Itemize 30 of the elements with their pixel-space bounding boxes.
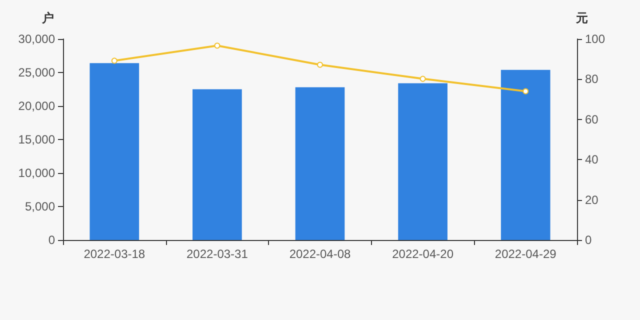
x-tick-label: 2022-04-08 bbox=[289, 247, 352, 261]
bar bbox=[295, 87, 345, 240]
y-tick-label: 25,000 bbox=[18, 66, 56, 80]
y-tick-label: 10,000 bbox=[18, 166, 56, 180]
y2-tick-label: 80 bbox=[585, 72, 599, 86]
y2-tick-label: 0 bbox=[585, 233, 592, 247]
y2-axis-title: 元 bbox=[575, 11, 588, 25]
y2-tick-label: 60 bbox=[585, 112, 599, 126]
y-tick-label: 30,000 bbox=[18, 32, 56, 46]
point bbox=[214, 42, 220, 49]
y-tick-label: 5,000 bbox=[24, 200, 56, 214]
x-tick-label: 2022-04-29 bbox=[494, 247, 557, 261]
point bbox=[317, 62, 323, 68]
x-tick-label: 2022-03-31 bbox=[186, 247, 248, 261]
y-tick-label: 20,000 bbox=[18, 99, 56, 113]
bar bbox=[500, 70, 550, 240]
y2-tick-label: 40 bbox=[585, 152, 599, 167]
x-tick-label: 2022-03-18 bbox=[84, 247, 146, 261]
bar bbox=[398, 83, 448, 240]
y-tick-label: 0 bbox=[48, 233, 56, 247]
y-tick-label: 15,000 bbox=[18, 132, 56, 146]
y2-tick-label: 100 bbox=[585, 32, 606, 46]
y2-tick-label: 20 bbox=[585, 192, 599, 207]
y-axis-title: 户 bbox=[41, 11, 54, 25]
bar bbox=[90, 63, 140, 240]
point bbox=[420, 76, 426, 82]
bar bbox=[192, 89, 242, 240]
x-tick-label: 2022-04-20 bbox=[392, 247, 454, 261]
point bbox=[111, 58, 118, 64]
point bbox=[522, 88, 529, 94]
